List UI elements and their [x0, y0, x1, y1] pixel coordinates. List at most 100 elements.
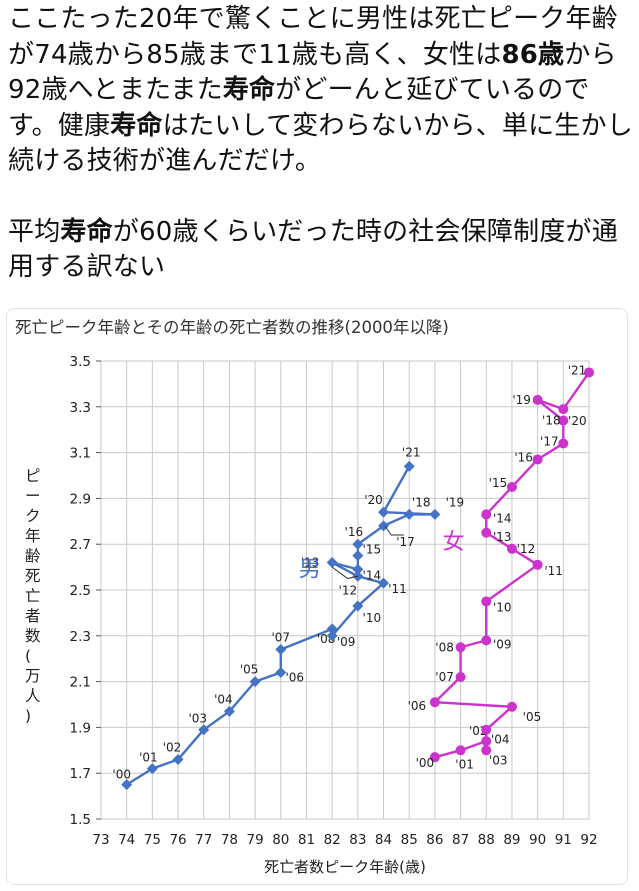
data-point-male [146, 763, 158, 775]
point-year-label: '16 [345, 525, 364, 539]
data-point-female [455, 672, 466, 683]
point-year-label: '05 [240, 663, 259, 677]
x-tick-label: 78 [221, 832, 238, 848]
x-tick-label: 82 [324, 832, 341, 848]
point-year-label: '09 [493, 637, 512, 651]
x-tick-label: 80 [272, 832, 289, 848]
point-year-label: '02 [163, 740, 182, 754]
y-axis-label: ピーク年齢死亡者数(万人) [25, 467, 41, 725]
x-tick-label: 77 [195, 832, 212, 848]
y-tick-label: 3.3 [70, 400, 91, 416]
x-tick-label: 86 [426, 832, 443, 848]
data-point-female [481, 724, 492, 735]
data-point-female [506, 701, 517, 712]
point-year-label: '07 [272, 631, 291, 645]
data-point-female [584, 367, 594, 378]
x-tick-label: 84 [375, 832, 392, 848]
data-point-male [403, 508, 415, 520]
data-point-female [429, 697, 440, 708]
y-tick-label: 3.1 [70, 446, 91, 462]
point-year-label: '06 [408, 699, 427, 713]
data-point-male [326, 630, 338, 642]
data-point-female [532, 559, 543, 570]
series-label-male: 男 [299, 557, 321, 582]
data-point-male [352, 550, 364, 562]
tweet-paragraph-1: ここたった20年で驚くことに男性は死亡ピーク年齢が74歳から85歳まで11歳も高… [8, 2, 633, 180]
x-tick-label: 75 [144, 832, 161, 848]
data-point-male [326, 623, 338, 635]
y-tick-label: 1.9 [70, 720, 91, 736]
point-year-label: '21 [568, 363, 587, 377]
data-point-female [481, 745, 492, 756]
data-point-female [481, 736, 492, 747]
point-year-label: '20 [568, 414, 587, 428]
x-tick-label: 88 [478, 832, 495, 848]
data-point-female [558, 438, 569, 449]
point-year-label: '07 [435, 670, 454, 684]
y-tick-label: 3.5 [70, 354, 91, 370]
point-year-label: '13 [301, 556, 320, 570]
x-tick-label: 89 [503, 832, 520, 848]
tweet-paragraph-2: 平均寿命が60歳くらいだった時の社会保障制度が通用する訳ない [8, 215, 633, 286]
point-year-label: '10 [493, 600, 512, 614]
point-year-label: '12 [339, 583, 358, 597]
point-year-label: '17 [396, 535, 415, 549]
data-point-male [121, 779, 133, 791]
data-point-male [275, 644, 287, 656]
x-tick-label: 73 [92, 832, 109, 848]
data-point-female [481, 527, 492, 538]
point-year-label: '19 [446, 495, 465, 509]
point-year-label: '17 [540, 434, 559, 448]
point-year-label: '03 [489, 753, 508, 767]
data-point-male [172, 753, 184, 765]
text-run: が60歳くらいだった時の社会保障制度が通用する訳ない [8, 216, 618, 283]
text-run: 平均 [8, 216, 61, 247]
data-point-female [506, 481, 517, 492]
point-year-label: '15 [363, 543, 382, 557]
point-year-label: '00 [112, 768, 131, 782]
point-year-label: '18 [412, 495, 431, 509]
x-tick-label: 92 [580, 832, 597, 848]
chart-image[interactable]: 死亡ピーク年齢とその年齢の死亡者数の推移(2000年以降) 73 74 75 76 77 7… [6, 308, 628, 885]
point-year-label: '15 [489, 476, 508, 490]
point-year-label: '04 [491, 733, 510, 747]
bold-text: 86歳 [501, 39, 565, 70]
point-year-label: '12 [517, 542, 536, 556]
x-tick-label: 79 [247, 832, 264, 848]
data-point-female [429, 752, 440, 763]
y-tick-label: 2.3 [70, 629, 91, 645]
data-point-male [352, 600, 364, 612]
series-line-male [126, 465, 437, 786]
bold-text: 寿命 [60, 216, 113, 247]
line-chart: 死亡ピーク年齢とその年齢の死亡者数の推移(2000年以降) 73 74 75 76 77 7… [15, 318, 598, 876]
data-point-male [198, 724, 210, 736]
chart-title: 死亡ピーク年齢とその年齢の死亡者数の推移(2000年以降) [15, 318, 449, 337]
data-point-female [481, 509, 492, 520]
text-run: から92歳へとまたまた [8, 39, 617, 106]
x-tick-label: 91 [555, 832, 572, 848]
data-point-female [481, 635, 492, 646]
text-run: ここたった20年で驚くことに男性は死亡ピーク年齢が74歳から85歳まで11歳も高… [8, 4, 618, 70]
series-label-female: 女 [443, 530, 465, 555]
y-tick-label: 1.7 [70, 766, 91, 782]
leader-line-17 [384, 525, 405, 536]
x-tick-label: 90 [529, 832, 546, 848]
text-run: がどーんと延びているのです。健康 [8, 75, 590, 141]
leader-line-12 [331, 566, 358, 580]
point-year-label: '21 [402, 445, 421, 459]
data-point-female [532, 454, 543, 465]
point-year-label: '16 [514, 450, 533, 464]
point-year-label: '20 [364, 493, 383, 507]
point-year-label: '11 [388, 582, 407, 596]
point-year-label: '11 [544, 564, 563, 578]
point-year-label: '03 [188, 712, 207, 726]
point-year-label: '04 [214, 692, 233, 706]
data-point-female [558, 415, 569, 426]
y-tick-label: 2.5 [70, 583, 91, 599]
point-year-label: '01 [455, 757, 474, 771]
x-tick-label: 74 [118, 832, 135, 848]
point-year-label: '14 [493, 511, 512, 525]
point-year-label: '13 [493, 530, 512, 544]
data-point-male [326, 557, 338, 569]
x-tick-label: 81 [298, 832, 315, 848]
